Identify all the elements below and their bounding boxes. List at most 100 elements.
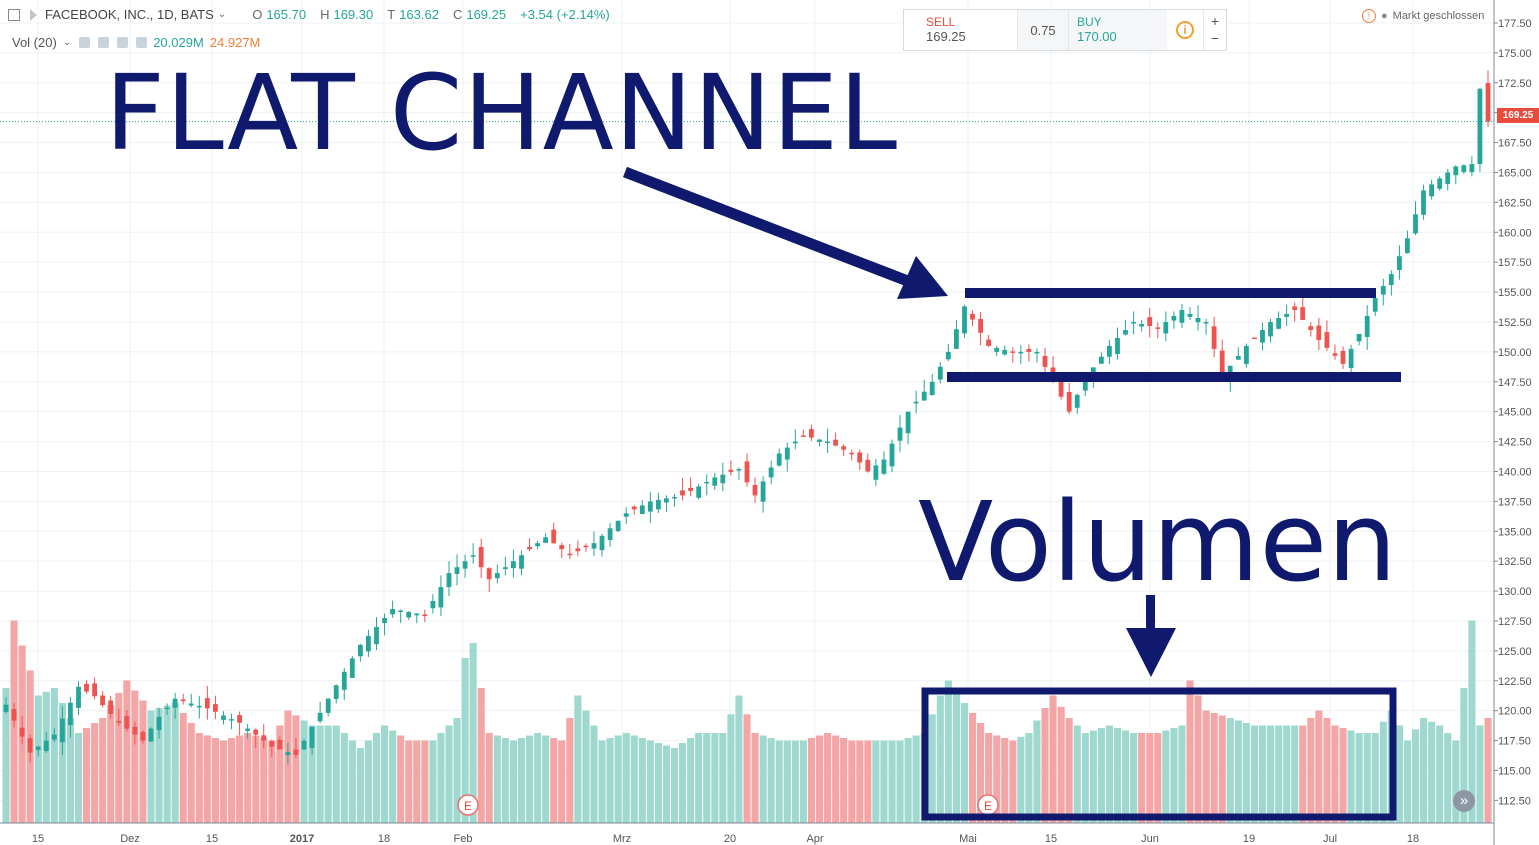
candle-body	[1058, 381, 1064, 397]
volume-bar	[1009, 740, 1017, 823]
candle-body	[639, 505, 645, 514]
settings-icon[interactable]	[98, 37, 110, 48]
symbol-name[interactable]: FACEBOOK, INC., 1D, BATS	[45, 7, 214, 22]
volume-bar	[493, 735, 501, 823]
candle-body	[567, 553, 573, 556]
candle-body	[341, 671, 347, 690]
candle-body	[849, 452, 855, 455]
volume-bar	[429, 740, 437, 823]
volume-label[interactable]: Vol (20)	[12, 35, 57, 50]
candle-body	[1099, 356, 1104, 364]
candle-body	[172, 698, 178, 708]
volume-bar	[936, 695, 944, 823]
volume-bar	[292, 715, 300, 823]
volume-bar	[703, 733, 711, 823]
volume-bar	[1379, 721, 1387, 824]
candle-body	[1219, 350, 1225, 376]
candle-body	[1139, 324, 1144, 327]
plus-button[interactable]: +	[1210, 13, 1220, 29]
price-tick-label: 135.00	[1498, 526, 1532, 538]
chevron-down-icon[interactable]: ⌄	[217, 9, 227, 20]
volume-bar	[75, 733, 83, 823]
status-dot-icon: ●	[1381, 10, 1388, 22]
plus-icon[interactable]	[117, 37, 129, 48]
candle-body	[382, 618, 387, 623]
eye-icon[interactable]	[79, 37, 91, 48]
candle-body	[1244, 345, 1249, 364]
close-value: 169.25	[466, 7, 507, 22]
open-value: 165.70	[266, 7, 307, 22]
volume-bar	[807, 738, 815, 823]
price-tick-label: 115.00	[1498, 765, 1531, 777]
volume-bar	[236, 735, 244, 823]
volume-bar	[1097, 728, 1105, 823]
candle-body	[1163, 322, 1169, 334]
volume-bar	[928, 714, 936, 824]
minus-button[interactable]: −	[1210, 30, 1220, 46]
volume-bar	[1452, 740, 1460, 823]
earnings-marker[interactable]	[457, 794, 479, 816]
volume-bar	[155, 708, 163, 823]
candle-body	[398, 610, 403, 612]
volume-bar	[195, 733, 203, 823]
volume-bar	[1412, 729, 1420, 824]
candle-body	[631, 506, 637, 510]
volume-bar	[614, 735, 622, 823]
candle-body	[1026, 349, 1032, 352]
candle-body	[768, 467, 774, 478]
candle-body	[333, 685, 339, 699]
volume-bar	[501, 738, 509, 823]
volume-bar	[1234, 720, 1242, 823]
volume-bar	[1267, 725, 1275, 823]
volume-bar	[671, 748, 679, 823]
volume-bar	[1323, 718, 1331, 823]
candle-body	[148, 728, 154, 742]
volume-bar	[58, 703, 66, 823]
candle-body	[954, 329, 959, 349]
candle-body	[1380, 286, 1386, 295]
volume-bar	[711, 733, 719, 823]
volume-bar	[526, 735, 534, 823]
candle-body	[1171, 316, 1177, 321]
candle-body	[454, 567, 460, 574]
candle-body	[293, 749, 299, 755]
time-tick-label: Jun	[1141, 833, 1159, 845]
time-tick-label: 15	[1045, 833, 1057, 845]
price-tick-label: 175.00	[1498, 48, 1532, 60]
buy-button[interactable]: BUY 170.00	[1069, 10, 1167, 50]
close-icon[interactable]	[136, 37, 148, 48]
candle-body	[1292, 306, 1298, 310]
chart-header: FACEBOOK, INC., 1D, BATS ⌄ O 165.70 H 169.…	[8, 7, 610, 22]
price-tick-label: 160.00	[1498, 227, 1532, 239]
candle-body	[422, 614, 428, 616]
candle-body	[1356, 333, 1362, 342]
volume-bar	[477, 688, 485, 823]
candle-body	[615, 520, 621, 532]
volume-bar	[1186, 680, 1194, 823]
volume-bar	[389, 730, 397, 823]
candle-body	[390, 609, 395, 615]
candle-body	[720, 474, 726, 484]
volume-bar	[260, 738, 268, 823]
earnings-marker-label: E	[464, 799, 472, 813]
candle-body	[1034, 351, 1040, 354]
warning-icon[interactable]: !	[1362, 9, 1376, 23]
candle-body	[317, 712, 323, 722]
info-icon[interactable]: i	[1176, 21, 1194, 39]
volume-bar	[1210, 713, 1218, 823]
candle-body	[1284, 314, 1289, 317]
volume-bar	[244, 733, 252, 823]
volume-bar	[42, 691, 50, 824]
candle-body	[1316, 325, 1322, 340]
candle-body	[801, 435, 806, 437]
scroll-right-button[interactable]: »	[1453, 790, 1475, 812]
candle-body	[1074, 394, 1080, 408]
sell-button[interactable]: SELL 169.25	[904, 10, 1018, 50]
collapse-icon[interactable]	[8, 8, 20, 21]
chevron-down-icon[interactable]: ⌄	[62, 37, 72, 48]
flag-icon[interactable]	[30, 8, 37, 21]
volume-bar	[952, 691, 960, 824]
volume-bar	[437, 733, 445, 823]
candle-body	[92, 683, 97, 697]
